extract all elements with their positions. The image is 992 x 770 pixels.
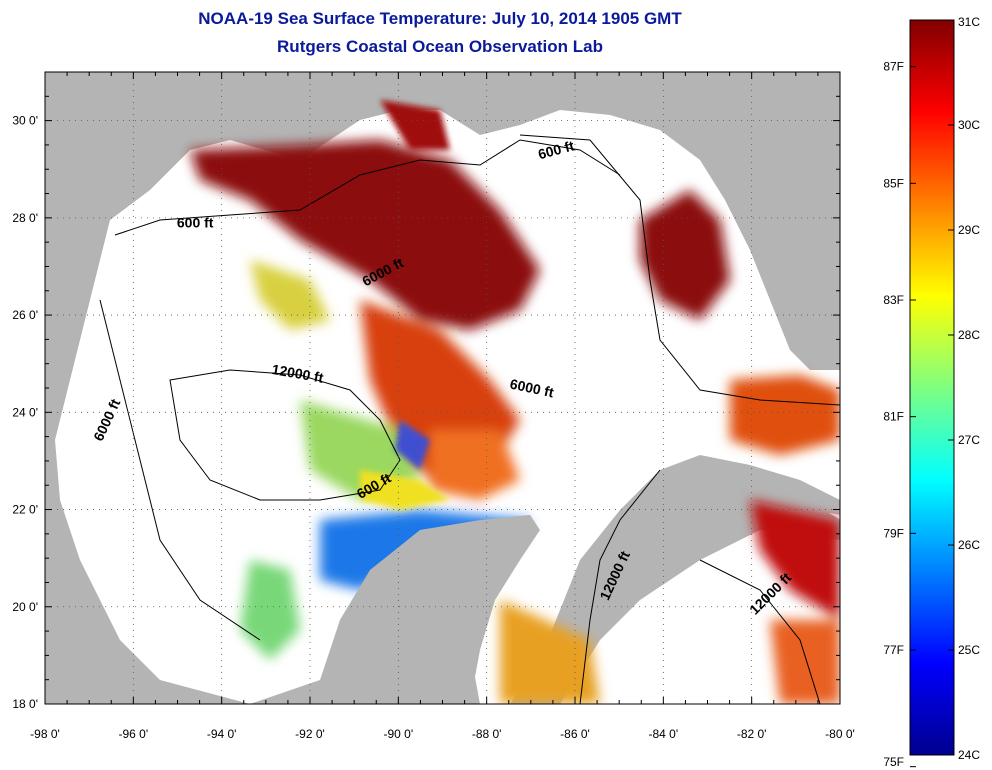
x-tick-label: -84 0' bbox=[649, 727, 679, 741]
florida-land bbox=[700, 72, 840, 370]
colorbar-label-c: 25C bbox=[958, 643, 980, 657]
colorbar-label-f: 85F bbox=[883, 176, 904, 190]
colorbar-label-f: 83F bbox=[883, 293, 904, 307]
x-tick-label: -86 0' bbox=[560, 727, 590, 741]
colorbar bbox=[909, 19, 955, 756]
x-tick-label: -80 0' bbox=[825, 727, 855, 741]
map-title: NOAA-19 Sea Surface Temperature: July 10… bbox=[198, 9, 682, 28]
sst-patch-keys bbox=[730, 375, 840, 455]
colorbar-label-c: 28C bbox=[958, 328, 980, 342]
y-tick-label: 24 0' bbox=[12, 405, 38, 419]
colorbar-label-f: 75F bbox=[883, 755, 904, 769]
colorbar-label-c: 26C bbox=[958, 538, 980, 552]
cuba-land bbox=[620, 455, 840, 520]
colorbar-label-c: 24C bbox=[958, 748, 980, 762]
map-subtitle: Rutgers Coastal Ocean Observation Lab bbox=[277, 37, 603, 56]
colorbar-label-c: 30C bbox=[958, 118, 980, 132]
x-tick-label: -90 0' bbox=[384, 727, 414, 741]
x-tick-label: -82 0' bbox=[737, 727, 767, 741]
colorbar-label-c: 31C bbox=[958, 15, 980, 29]
y-tick-label: 18 0' bbox=[12, 697, 38, 711]
sst-patch-yellow bbox=[360, 470, 450, 510]
caribbean-water bbox=[560, 530, 840, 704]
x-tick-label: -96 0' bbox=[119, 727, 149, 741]
y-tick-label: 26 0' bbox=[12, 308, 38, 322]
sst-patch-caribbean2 bbox=[770, 620, 840, 704]
sst-patch-mobile bbox=[380, 100, 450, 150]
sst-patch-florida bbox=[640, 190, 730, 320]
x-tick-label: -98 0' bbox=[30, 727, 60, 741]
colorbar-label-c: 27C bbox=[958, 433, 980, 447]
sst-patch-caribbean bbox=[750, 500, 840, 620]
y-tick-label: 28 0' bbox=[12, 211, 38, 225]
x-tick-label: -92 0' bbox=[295, 727, 325, 741]
colorbar-label-f: 79F bbox=[883, 526, 904, 540]
colorbar-label-f: 81F bbox=[883, 410, 904, 424]
sst-patch-center2 bbox=[430, 430, 520, 500]
x-tick-label: -94 0' bbox=[207, 727, 237, 741]
sst-patch-sw-green bbox=[240, 560, 300, 660]
contour-label-c600-w: 600 ft bbox=[177, 215, 214, 231]
map-grid bbox=[45, 72, 840, 704]
sst-patch-north bbox=[190, 140, 540, 330]
y-tick-label: 30 0' bbox=[12, 114, 38, 128]
colorbar-label-c: 29C bbox=[958, 223, 980, 237]
x-tick-label: -88 0' bbox=[472, 727, 502, 741]
y-tick-label: 22 0' bbox=[12, 503, 38, 517]
colorbar-label-f: 77F bbox=[883, 643, 904, 657]
y-tick-label: 20 0' bbox=[12, 600, 38, 614]
sst-patch-blue-spot bbox=[395, 420, 430, 470]
colorbar-label-f: 87F bbox=[883, 60, 904, 74]
yucatan-land bbox=[320, 515, 540, 704]
